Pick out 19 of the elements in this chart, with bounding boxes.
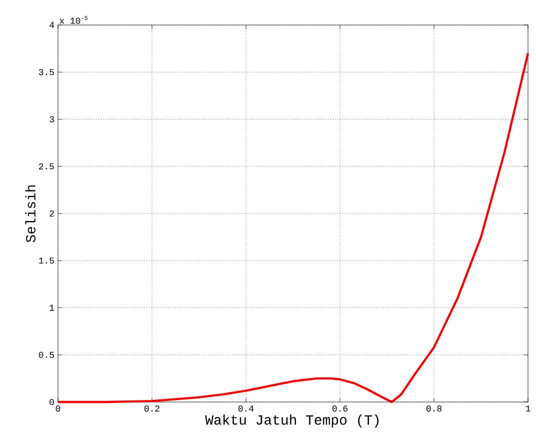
y-tick-label: 4: [50, 22, 54, 28]
y-tick-label: 0.5: [38, 352, 54, 358]
text: x 10$^{-5}$: [60, 16, 88, 24]
x-tick-label: 0.6: [332, 406, 348, 412]
y-tick-label: 2.5: [38, 163, 54, 170]
x-tick-label: 0: [56, 406, 60, 412]
y-axis-title: Selisih: [25, 185, 36, 242]
x-tick-label: 0.4: [238, 406, 254, 412]
x-axis-title: Waktu Jatuh Tempo (T): [205, 414, 379, 428]
y-tick-label: 1.5: [38, 258, 54, 264]
x-tick-label: 0.2: [144, 406, 160, 412]
y-tick-label: 2: [50, 210, 54, 216]
y-tick-label: 3: [50, 116, 54, 122]
y-tick-label: 3.5: [38, 69, 54, 76]
y-tick-label: 0: [50, 398, 54, 406]
x-tick-label: 0.8: [426, 406, 442, 412]
line-series: [56, 52, 530, 404]
x-tick-label: 1: [526, 406, 530, 412]
y-tick-label: 1: [50, 304, 54, 311]
